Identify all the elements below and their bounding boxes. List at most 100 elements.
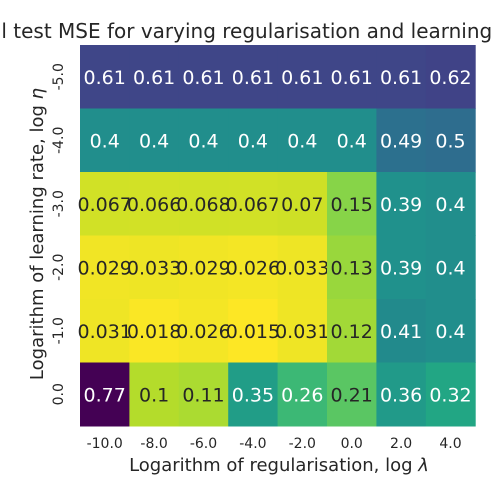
heatmap-cell [327,45,377,109]
heatmap-cell [425,172,476,236]
heatmap-cell [80,235,130,300]
cell-value-label: 0.39 [380,194,422,216]
heatmap-cell [327,362,377,427]
cell-value-label: 0.4 [90,130,120,152]
cell-value-label: 0.61 [182,67,224,89]
cell-value-label: 0.4 [238,130,268,152]
cell-value-label: 0.018 [127,321,181,343]
heatmap-cell [178,362,229,427]
cell-value-label: 0.13 [331,257,373,279]
heatmap-cell [129,362,180,427]
heatmap-cell [277,362,328,427]
heatmap-cell [80,362,130,427]
cell-value-label: 0.12 [331,321,373,343]
cell-value-label: 0.32 [429,384,471,406]
cell-value-label: 0.031 [77,321,131,343]
heatmap-cell [376,108,427,173]
heatmap-cell [277,299,328,363]
x-tick-label: 0.0 [341,436,363,452]
heatmap-cell [80,45,130,109]
cell-value-label: 0.4 [139,130,169,152]
heatmap-cell [178,172,229,236]
heatmap-cell [228,235,279,300]
heatmap-cell [228,45,279,109]
cell-value-label: 0.61 [331,67,373,89]
heatmap-cell [327,172,377,236]
heatmap-cell [228,299,279,363]
heatmap-cell [327,235,377,300]
cell-value-label: 0.49 [380,130,422,152]
heatmap-grid: 0.61 0.61 0.61 0.61 0.61 0.61 0.61 0.62 0.4 0.4 0.… [77,45,476,427]
y-tick-label: -5.0 [51,63,67,90]
heatmap-cell [129,45,180,109]
x-tick-label: -4.0 [239,436,266,452]
heatmap-cell [129,172,180,236]
cell-value-label: 0.4 [435,321,465,343]
cell-value-label: 0.62 [429,67,471,89]
heatmap-cell [327,108,377,173]
heatmap-cell [178,299,229,363]
cell-value-label: 0.1 [139,384,169,406]
x-tick-label: -2.0 [289,436,316,452]
cell-value-label: 0.11 [182,384,224,406]
x-axis-ticks: -10.0 -8.0 -6.0 -4.0 -2.0 0.0 2.0 4.0 [87,436,462,452]
cell-value-label: 0.26 [281,384,323,406]
x-tick-label: -8.0 [140,436,167,452]
heatmap-cell [425,299,476,363]
cell-value-label: 0.07 [281,194,323,216]
heatmap-cell [228,172,279,236]
heatmap-cell [129,235,180,300]
cell-value-label: 0.61 [133,67,175,89]
cell-value-label: 0.026 [176,321,230,343]
cell-value-label: 0.4 [435,194,465,216]
heatmap-cell [277,108,328,173]
cell-value-label: 0.61 [380,67,422,89]
heatmap-cell [277,235,328,300]
heatmap-cell [425,362,476,427]
heatmap-cell [178,235,229,300]
x-axis-label: Logarithm of regularisation, log λ [129,455,429,476]
heatmap-cell [228,108,279,173]
y-tick-label: -3.0 [51,190,67,217]
y-tick-label: -4.0 [51,127,67,154]
heatmap-cell [376,235,427,300]
heatmap-cell [80,108,130,173]
heatmap-cell [425,108,476,173]
cell-value-label: 0.4 [287,130,317,152]
cell-value-label: 0.031 [275,321,329,343]
cell-value-label: 0.068 [176,194,230,216]
heatmap-cell [129,108,180,173]
y-axis-ticks: -5.0 -4.0 -3.0 -2.0 -1.0 0.0 [51,63,67,405]
cell-value-label: 0.015 [226,321,280,343]
cell-value-label: 0.029 [176,257,230,279]
cell-value-label: 0.35 [232,384,274,406]
cell-value-label: 0.4 [188,130,218,152]
y-tick-label: -2.0 [51,254,67,281]
heatmap-cell [178,45,229,109]
x-tick-label: 2.0 [390,436,412,452]
cell-value-label: 0.61 [232,67,274,89]
heatmap-cell [425,235,476,300]
cell-value-label: 0.067 [226,194,280,216]
cell-value-label: 0.4 [435,257,465,279]
chart-title: Final test MSE for varying regularisatio… [0,19,500,43]
cell-value-label: 0.4 [337,130,367,152]
cell-value-label: 0.41 [380,321,422,343]
heatmap-cell [376,45,427,109]
y-tick-label: 0.0 [51,383,67,405]
x-tick-label: 4.0 [439,436,461,452]
heatmap-cell [80,172,130,236]
cell-value-label: 0.5 [435,130,465,152]
heatmap-cell [327,299,377,363]
cell-value-label: 0.61 [84,67,126,89]
heatmap-cell [277,45,328,109]
cell-value-label: 0.066 [127,194,181,216]
heatmap-cell [228,362,279,427]
cell-value-label: 0.15 [331,194,373,216]
heatmap-cell [425,45,476,109]
cell-value-label: 0.39 [380,257,422,279]
heatmap-cell [376,362,427,427]
heatmap-cell [129,299,180,363]
y-axis-label: Logarithm of learning rate, log η [27,88,48,380]
